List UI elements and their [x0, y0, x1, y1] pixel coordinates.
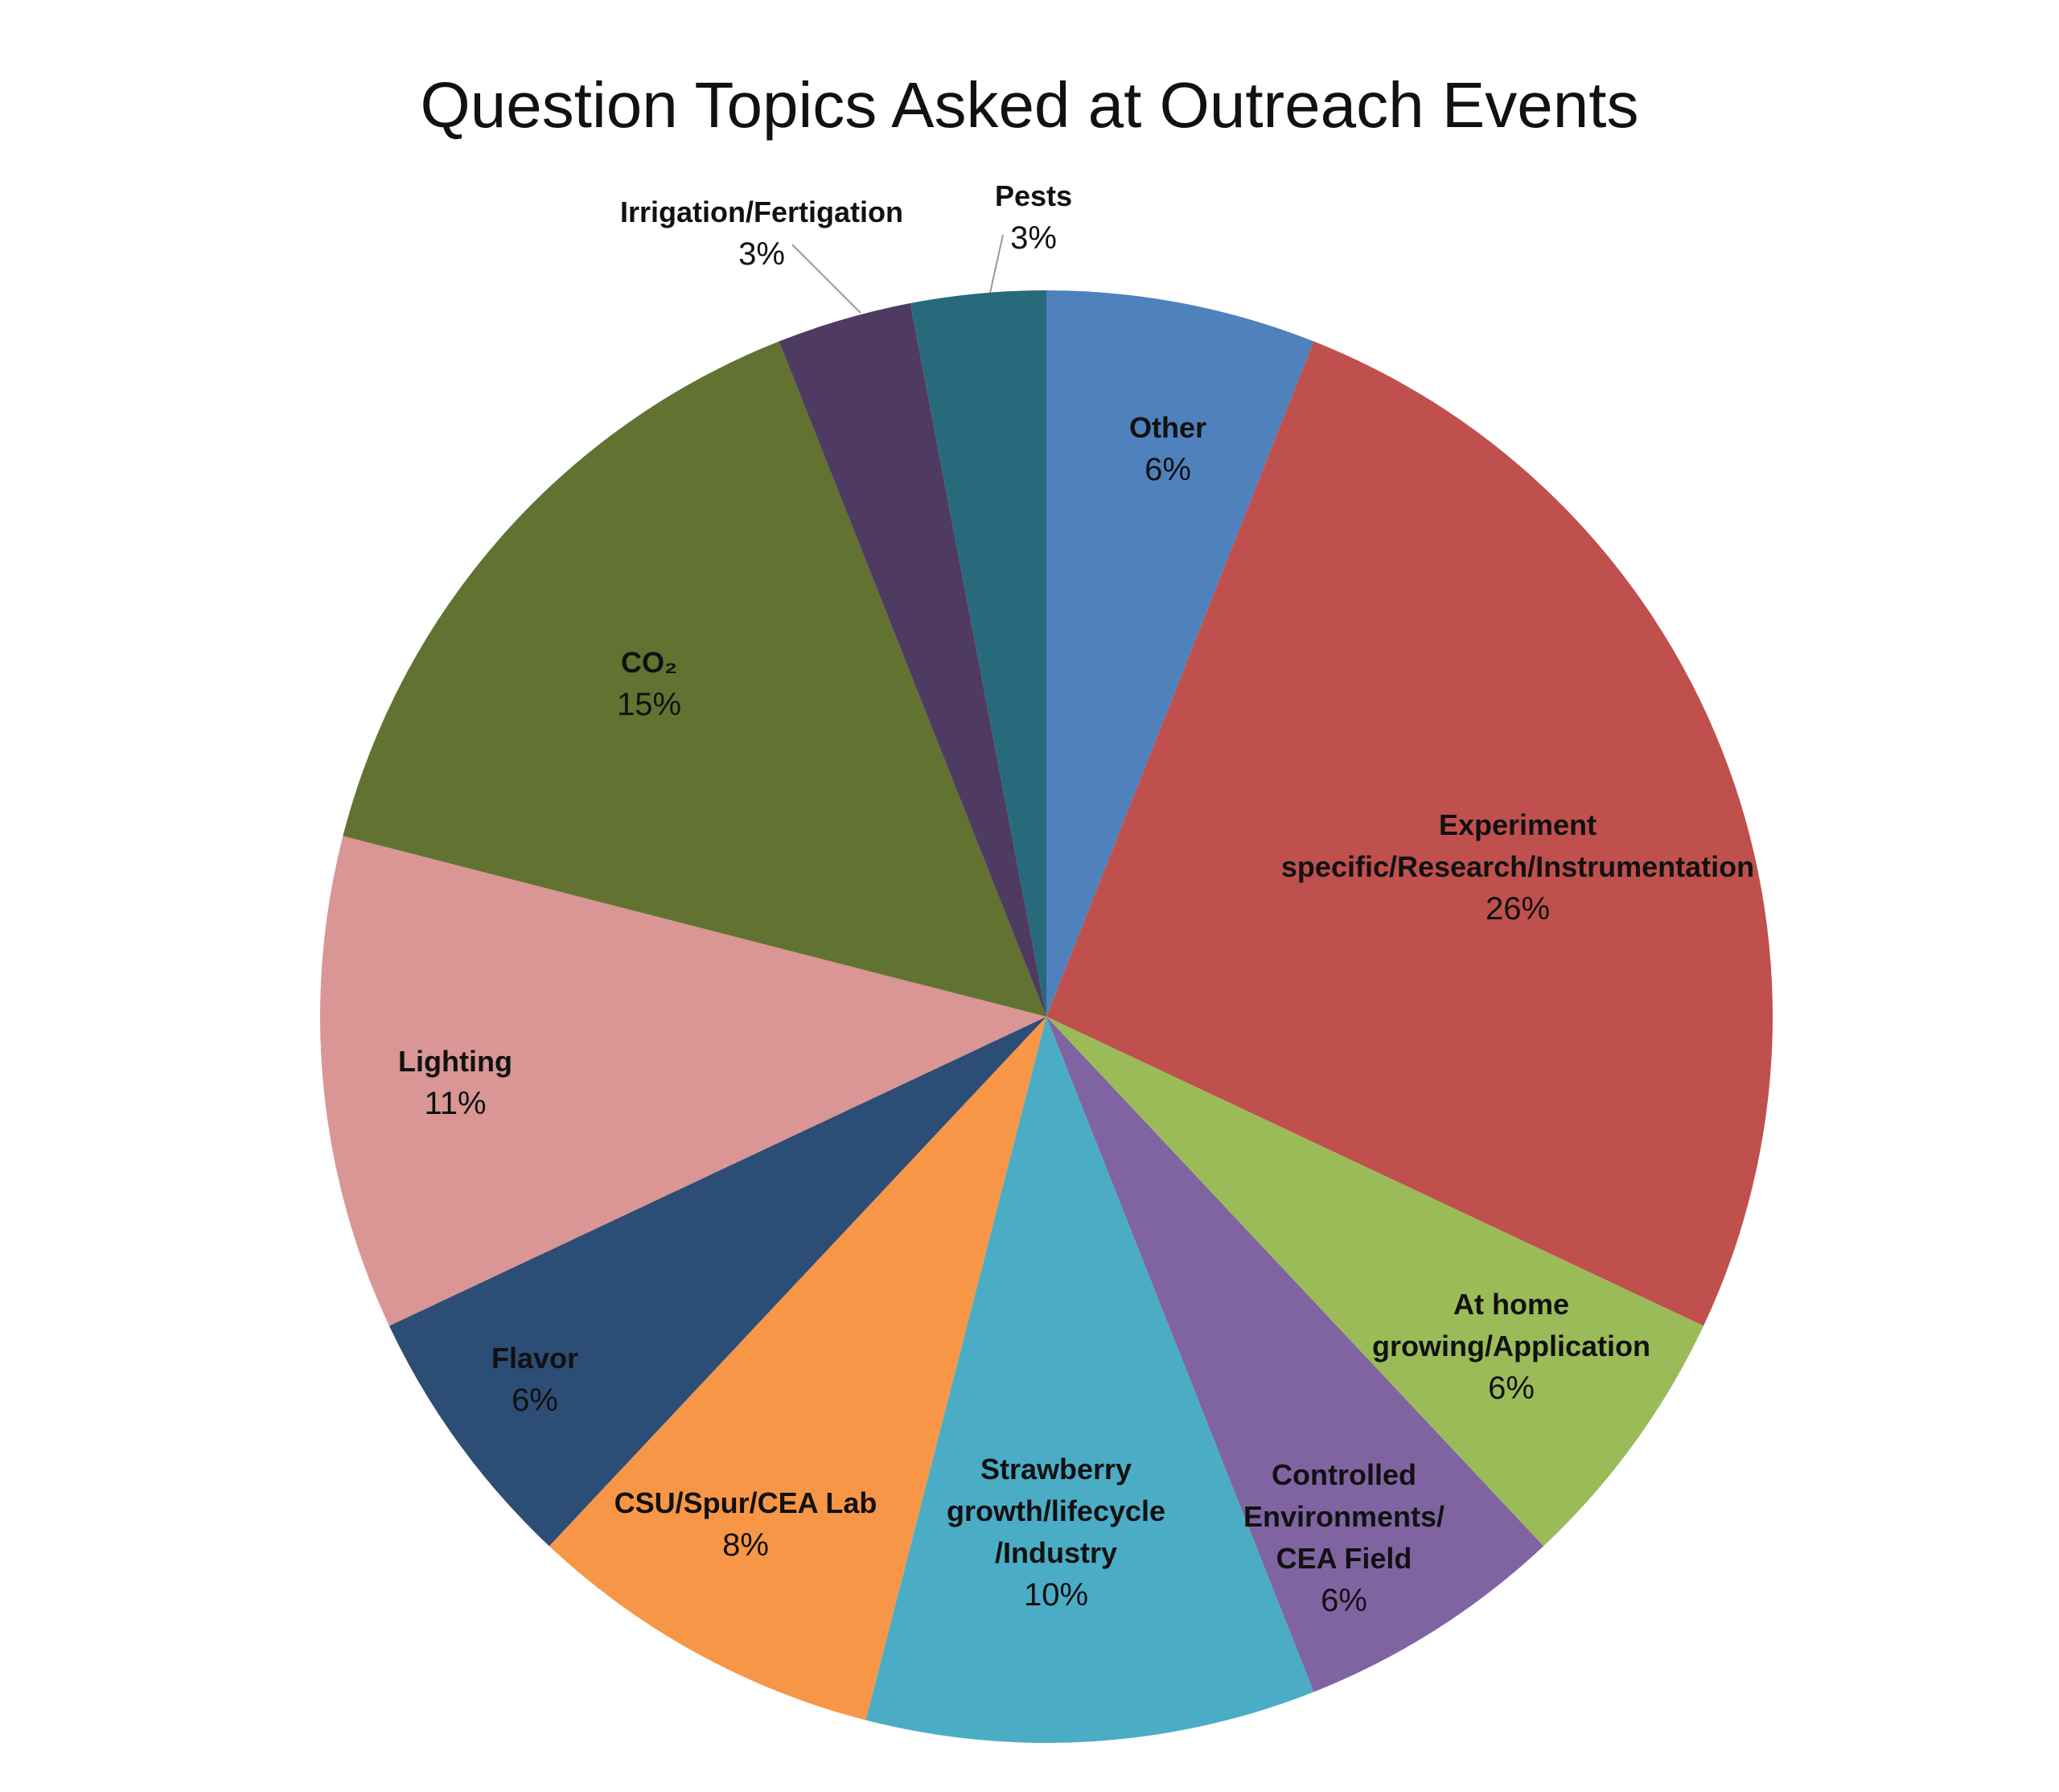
slice — [343, 341, 1047, 1017]
slice — [865, 1017, 1314, 1744]
value-label: 6% — [1145, 452, 1191, 487]
value-label: 6% — [1321, 1583, 1367, 1618]
slice-label: Experiment specific/Research/Instrumenta… — [1244, 804, 1791, 930]
category-name: At home growing/Application — [1372, 1288, 1650, 1362]
value-label: 8% — [722, 1527, 769, 1563]
slice-label: Irrigation/Fertigation 3% — [520, 191, 1003, 275]
value-label: 15% — [616, 687, 682, 722]
value-label: 3% — [738, 236, 785, 272]
value-label: 26% — [1485, 891, 1551, 927]
slice — [1046, 1017, 1704, 1547]
category-name: Pests — [994, 179, 1073, 212]
category-name: Other — [1128, 411, 1206, 444]
slice — [319, 836, 1046, 1326]
leader-line — [989, 234, 1004, 294]
category-name: Irrigation/Fertigation — [619, 195, 903, 228]
slice-label: Strawberry growth/lifecycle /Industry 10% — [919, 1449, 1193, 1616]
value-label: 11% — [424, 1086, 487, 1121]
slice-label: CSU/Spur/CEA Lab 8% — [545, 1482, 947, 1566]
leader-line — [791, 244, 861, 314]
slice — [1046, 290, 1314, 1017]
slice — [1046, 1017, 1544, 1692]
slice-label: At home growing/Application 6% — [1342, 1284, 1680, 1409]
category-name: Flavor — [491, 1342, 579, 1375]
category-name: Strawberry growth/lifecycle /Industry — [946, 1453, 1166, 1569]
category-name: CO₂ — [621, 646, 677, 679]
slice-label: Controlled Environments/ CEA Field 6% — [1223, 1454, 1465, 1621]
slice — [549, 1017, 1046, 1720]
category-name: CSU/Spur/CEA Lab — [614, 1486, 877, 1519]
slice-label: Pests 3% — [913, 175, 1154, 259]
slice — [1046, 341, 1773, 1326]
category-name: Controlled Environments/ CEA Field — [1243, 1458, 1445, 1575]
slice-label: CO₂ 15% — [528, 642, 770, 725]
value-label: 3% — [1010, 220, 1057, 256]
slice-label: Lighting 11% — [335, 1041, 576, 1124]
category-name: Lighting — [398, 1045, 512, 1078]
slice — [779, 302, 1046, 1017]
slice-label: Other 6% — [1007, 407, 1329, 491]
category-name: Experiment specific/Research/Instrumenta… — [1280, 808, 1755, 883]
chart-title: Question Topics Asked at Outreach Events — [420, 69, 1639, 141]
value-label: 10% — [1023, 1577, 1089, 1613]
slice — [910, 290, 1046, 1017]
value-label: 6% — [1488, 1371, 1535, 1406]
slice — [388, 1017, 1046, 1547]
slice-label: Flavor 6% — [414, 1338, 656, 1421]
value-label: 6% — [512, 1383, 558, 1418]
